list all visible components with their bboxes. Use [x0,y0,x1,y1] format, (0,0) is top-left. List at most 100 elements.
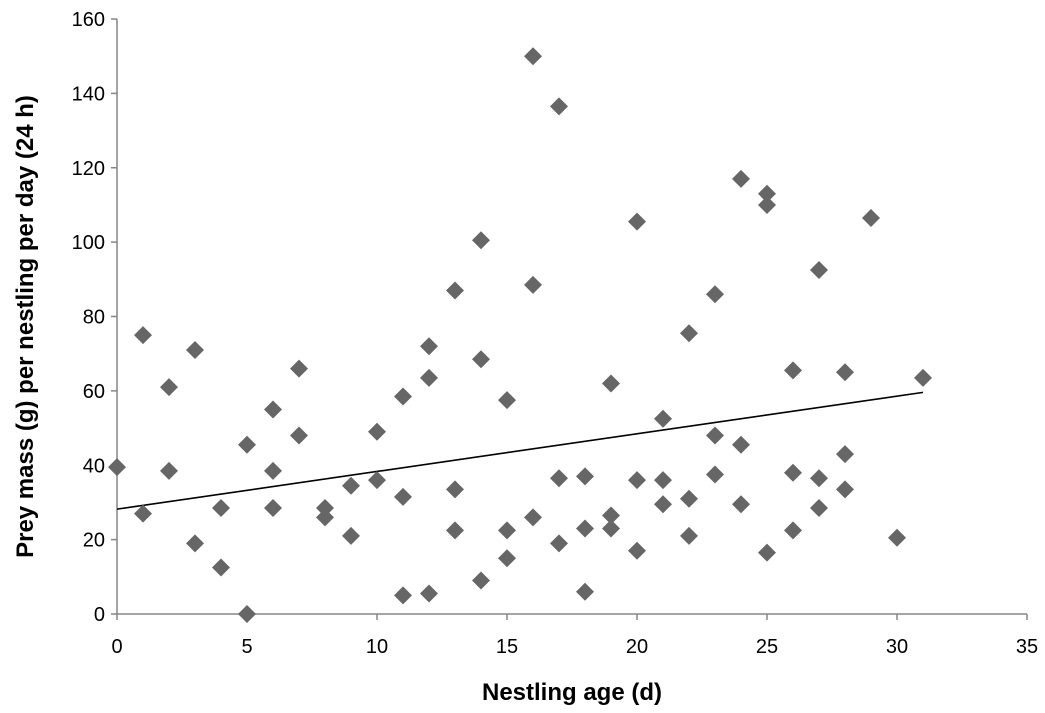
data-point [160,378,178,397]
data-point [498,549,516,568]
data-point [316,499,334,518]
data-points [108,47,932,623]
data-point [576,467,594,486]
data-point [264,400,282,419]
data-point [524,275,542,294]
y-tick-label: 40 [83,455,105,477]
data-point [836,480,854,499]
data-point [108,458,126,477]
data-point [680,324,698,343]
axes [116,19,1027,615]
x-tick-label: 15 [496,636,518,658]
data-point [212,558,230,577]
x-tick-label: 10 [366,636,388,658]
data-point [446,480,464,499]
data-point [420,584,438,603]
data-point [290,359,308,378]
data-point [732,169,750,188]
data-point [784,463,802,482]
data-point [238,435,256,454]
y-tick-label: 20 [83,530,105,552]
x-tick-label: 25 [756,636,778,658]
data-point [810,499,828,518]
data-point [836,445,854,464]
data-point [550,97,568,116]
data-point [446,281,464,300]
x-tick-label: 0 [111,636,122,658]
x-tick-label: 35 [1016,636,1038,658]
y-tick-label: 100 [72,232,105,254]
data-point [654,409,672,428]
data-point [368,471,386,490]
x-tick-label: 5 [241,636,252,658]
x-tick-label: 30 [886,636,908,658]
data-point [914,368,932,387]
data-point [550,534,568,553]
data-point [186,534,204,553]
data-point [862,208,880,227]
trendline [116,391,924,510]
data-point [758,543,776,562]
data-point [316,508,334,527]
data-point [524,47,542,66]
x-axis-title: Nestling age (d) [482,679,662,706]
data-point [550,469,568,488]
data-point [472,571,490,590]
data-point [290,426,308,445]
data-point [732,435,750,454]
data-point [628,212,646,231]
data-point [394,387,412,406]
data-point [394,487,412,506]
data-point [264,461,282,480]
data-point [602,519,620,538]
data-point [888,528,906,547]
y-tick-label: 80 [83,307,105,329]
data-point [576,519,594,538]
y-axis-title: Prey mass (g) per nestling per day (24 h… [12,95,39,558]
data-point [420,368,438,387]
data-point [654,471,672,490]
data-point [628,541,646,560]
data-point [706,426,724,445]
data-point [160,461,178,480]
y-tick-label: 140 [72,83,105,105]
data-point [238,605,256,623]
data-point [394,586,412,605]
data-point [134,504,152,523]
data-point [576,582,594,601]
data-point [706,285,724,304]
data-point [602,374,620,393]
data-point [602,506,620,525]
data-point [446,521,464,540]
data-point [732,495,750,514]
y-tick-label: 160 [72,9,105,31]
data-point [134,326,152,345]
data-point [784,521,802,540]
y-tick-label: 0 [94,604,105,626]
data-point [368,422,386,441]
y-ticks: 0 20 40 60 80 100 120 140 160 [72,9,117,626]
data-point [212,499,230,518]
data-point [628,471,646,490]
data-point [498,521,516,540]
data-point [498,391,516,410]
data-point [810,261,828,280]
data-point [810,469,828,488]
data-point [342,526,360,545]
data-point [472,350,490,369]
data-point [758,195,776,214]
data-point [420,337,438,356]
x-ticks: 0 5 10 15 20 25 30 35 [111,614,1038,658]
data-point [758,184,776,203]
y-tick-label: 120 [72,158,105,180]
data-point [524,508,542,527]
data-point [186,340,204,359]
data-point [654,495,672,514]
data-point [342,476,360,495]
y-tick-label: 60 [83,381,105,403]
data-point [680,489,698,508]
data-point [784,361,802,380]
data-point [836,363,854,382]
x-tick-label: 20 [626,636,648,658]
